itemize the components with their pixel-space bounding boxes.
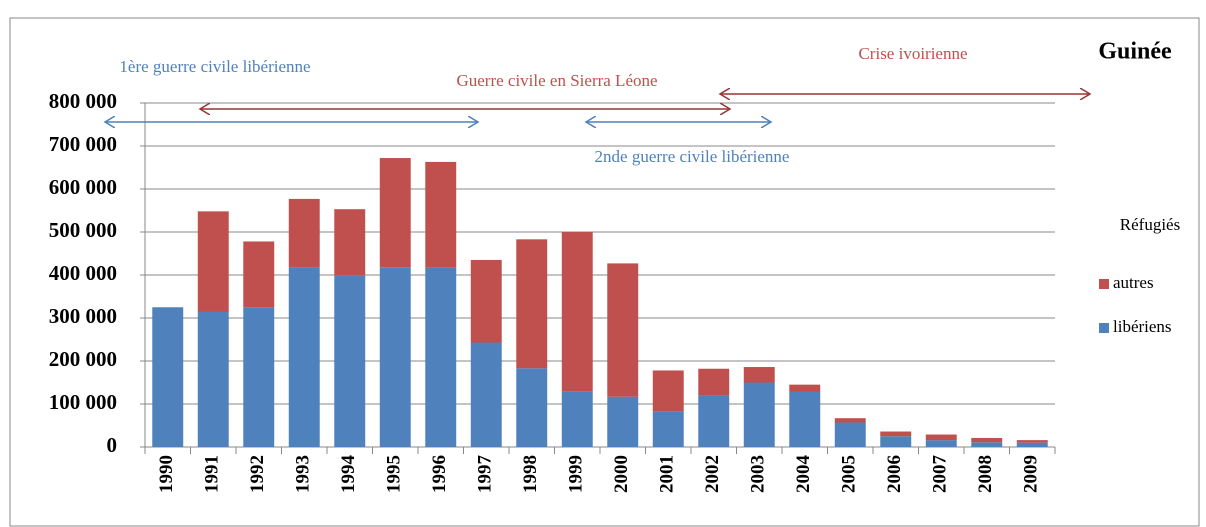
bar [698, 368, 730, 396]
y-tick-label: 0 [107, 433, 118, 457]
bar [789, 391, 821, 447]
x-tick-label: 1991 [202, 455, 223, 493]
x-tick-label: 1995 [384, 455, 405, 493]
bar [516, 239, 548, 369]
bar [561, 232, 593, 392]
bar [1016, 442, 1048, 447]
annotation: Guerre civile en Sierra Léone [456, 71, 657, 90]
bar [971, 442, 1003, 447]
bar [607, 263, 639, 397]
bar [197, 211, 229, 312]
annotation: Crise ivoirienne [858, 44, 967, 63]
y-tick-label: 300 000 [49, 304, 117, 328]
x-tick-label: 2009 [1021, 455, 1042, 493]
bar [425, 161, 457, 268]
bar [925, 434, 957, 441]
x-tick-label: 2001 [657, 455, 678, 493]
bar [971, 437, 1003, 443]
bar [652, 370, 684, 412]
bar [1016, 440, 1048, 443]
bar [743, 382, 775, 447]
y-tick-label: 800 000 [49, 89, 117, 113]
x-tick-label: 1996 [429, 455, 450, 493]
x-tick-label: 2005 [839, 455, 860, 493]
bar [470, 342, 502, 447]
x-tick-label: 2006 [884, 455, 905, 493]
bar [334, 275, 366, 447]
y-tick-label: 200 000 [49, 347, 117, 371]
x-tick-label: 1992 [247, 455, 268, 493]
x-tick-label: 2000 [611, 455, 632, 493]
bar [288, 267, 320, 447]
bar [652, 411, 684, 447]
legend-swatch [1099, 323, 1109, 333]
x-tick-label: 1993 [293, 455, 314, 493]
y-tick-label: 100 000 [49, 390, 117, 414]
y-tick-label: 400 000 [49, 261, 117, 285]
legend-title: Réfugiés [1120, 215, 1180, 234]
legend-swatch [1099, 279, 1109, 289]
annotation: 2nde guerre civile libérienne [595, 147, 790, 166]
bar [243, 241, 275, 308]
x-tick-label: 2003 [748, 455, 769, 493]
bar [607, 396, 639, 447]
bar [834, 422, 866, 447]
bar [698, 395, 730, 447]
bar [243, 307, 275, 447]
bar [789, 384, 821, 392]
chart-title: Guinée [1098, 39, 1172, 65]
x-tick-label: 2007 [930, 455, 951, 494]
y-tick-label: 700 000 [49, 132, 117, 156]
y-tick-label: 500 000 [49, 218, 117, 242]
x-tick-label: 1998 [520, 455, 541, 493]
bar [379, 267, 411, 447]
bar [197, 311, 229, 447]
bar [470, 259, 502, 343]
x-tick-label: 1997 [475, 455, 496, 494]
x-tick-label: 2002 [702, 455, 723, 493]
x-tick-label: 1994 [338, 455, 359, 494]
legend-label: libériens [1113, 317, 1172, 336]
legend-label: autres [1113, 273, 1154, 292]
bar [743, 367, 775, 383]
y-tick-label: 600 000 [49, 175, 117, 199]
annotation: 1ère guerre civile libérienne [119, 57, 310, 76]
x-tick-label: 2008 [975, 455, 996, 493]
x-tick-label: 2004 [793, 455, 814, 494]
bar [516, 368, 548, 447]
bar [880, 436, 912, 447]
bar [925, 440, 957, 447]
bar [561, 391, 593, 447]
bar [288, 198, 320, 268]
bar [152, 307, 184, 447]
bar [379, 158, 411, 268]
bar [834, 418, 866, 423]
bar [334, 209, 366, 276]
bar [880, 431, 912, 437]
bar [425, 267, 457, 447]
x-tick-label: 1999 [566, 455, 587, 493]
x-tick-label: 1990 [156, 455, 177, 493]
